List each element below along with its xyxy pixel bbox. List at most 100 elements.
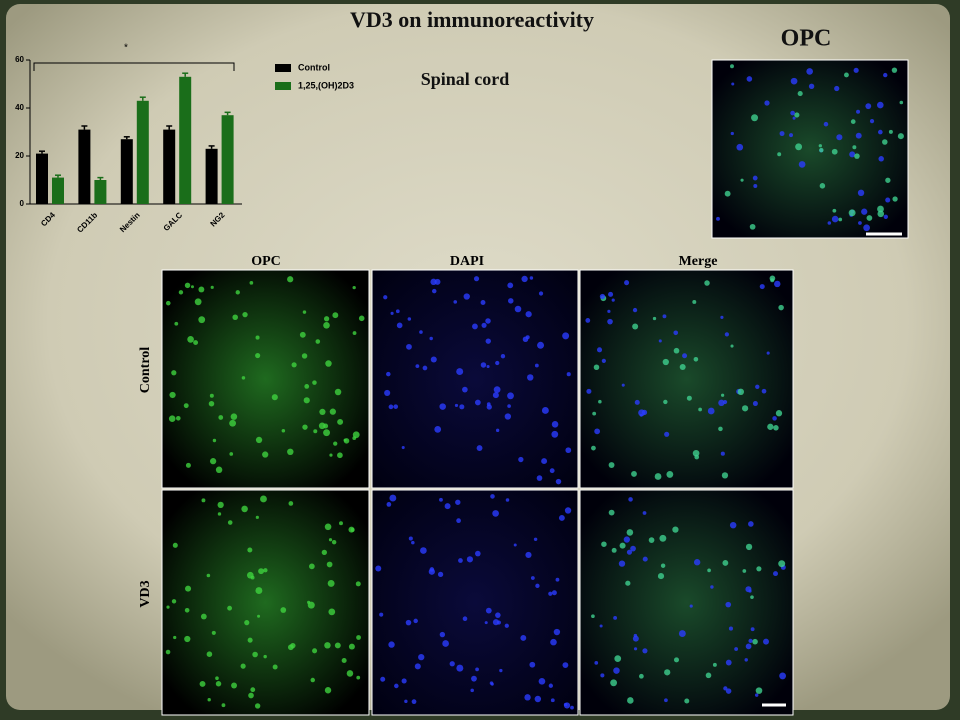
significance-bracket (33, 62, 235, 71)
cell-dot (281, 428, 286, 433)
cell-dot (217, 501, 224, 508)
cell-dot (627, 697, 634, 704)
cell-dot (728, 626, 733, 631)
cell-dot (247, 637, 253, 643)
cell-dot (476, 445, 483, 452)
cell-dot (343, 438, 347, 442)
cell-dot (745, 543, 753, 551)
cell-dot (190, 285, 194, 289)
cell-dot (630, 545, 636, 552)
cell-dot (750, 595, 754, 599)
cell-dot (493, 386, 501, 394)
cell-dot (250, 575, 255, 580)
cell-dot (232, 314, 238, 321)
cell-dot (730, 344, 734, 348)
cell-dot (601, 541, 607, 547)
cell-dot (755, 384, 760, 389)
cell-dot (174, 321, 179, 326)
cell-dot (444, 503, 451, 510)
cell-dot (456, 368, 464, 376)
cell-dot (773, 571, 778, 577)
cell-dot (853, 67, 859, 73)
cell-dot (634, 399, 640, 405)
cell-dot (790, 110, 795, 116)
cell-dot (257, 614, 261, 618)
cell-dot (229, 419, 237, 427)
cell-dot (291, 362, 297, 368)
cell-dot (530, 576, 535, 580)
cell-dot (169, 391, 176, 399)
cell-dot (495, 428, 500, 433)
cell-dot (707, 407, 715, 415)
cell-dot (470, 688, 474, 693)
cell-dot (475, 550, 481, 557)
cell-dot (878, 129, 883, 135)
cell-dot (185, 462, 191, 468)
cell-dot (442, 640, 449, 647)
cell-dot (748, 638, 753, 643)
cell-dot (861, 208, 868, 215)
cell-dot (652, 316, 657, 321)
cell-dot (724, 332, 730, 337)
cell-dot (551, 430, 559, 438)
cell-dot (754, 693, 759, 697)
cell-dot (624, 280, 630, 286)
cell-dot (466, 556, 474, 563)
cell-dot (430, 356, 437, 363)
cell-dot (255, 587, 263, 595)
cell-dot (693, 356, 699, 362)
cell-dot (333, 441, 338, 446)
cell-dot (418, 653, 425, 661)
cell-dot (422, 365, 428, 371)
cell-dot (844, 72, 849, 78)
cell-dot (692, 449, 700, 457)
cell-dot (623, 536, 631, 543)
cell-dot (551, 421, 559, 428)
cell-dot (175, 415, 181, 421)
cell-dot (241, 505, 248, 513)
micrograph (579, 269, 794, 489)
cell-dot (456, 518, 461, 524)
cell-dot (280, 607, 287, 613)
cell-dot (779, 131, 785, 137)
cell-dot (548, 683, 553, 688)
cell-dot (166, 605, 170, 609)
cell-dot (798, 161, 806, 168)
cell-dot (686, 395, 692, 401)
cell-dot (348, 643, 355, 650)
cell-dot (439, 631, 446, 638)
cell-dot (549, 468, 555, 474)
cell-dot (486, 402, 491, 407)
cell-dot (485, 607, 492, 614)
cell-dot (716, 216, 720, 221)
cell-dot (235, 290, 240, 295)
significance-mark: * (124, 43, 128, 54)
micrograph (579, 489, 794, 716)
cell-dot (315, 339, 321, 344)
cell-dot (355, 581, 361, 587)
cell-dot (594, 428, 601, 435)
cell-dot (260, 495, 267, 503)
cell-dot (772, 416, 777, 421)
cell-dot (230, 413, 238, 420)
cell-dot (594, 661, 599, 665)
bar (52, 177, 64, 204)
cell-dot (759, 284, 765, 290)
cell-dot (490, 682, 494, 686)
cell-dot (449, 661, 455, 667)
cell-dot (664, 698, 668, 703)
cell-dot (852, 145, 857, 150)
cell-dot (720, 315, 724, 319)
cell-dot (185, 585, 192, 592)
cell-dot (611, 547, 617, 553)
cell-dot (379, 612, 384, 617)
cell-dot (865, 103, 872, 110)
cell-dot (593, 364, 600, 371)
cell-dot (485, 318, 491, 324)
cell-dot (692, 299, 697, 304)
cell-dot (684, 698, 690, 704)
cell-dot (855, 132, 862, 139)
cell-dot (455, 499, 461, 505)
cell-dot (541, 458, 548, 465)
cell-dot (662, 358, 669, 366)
